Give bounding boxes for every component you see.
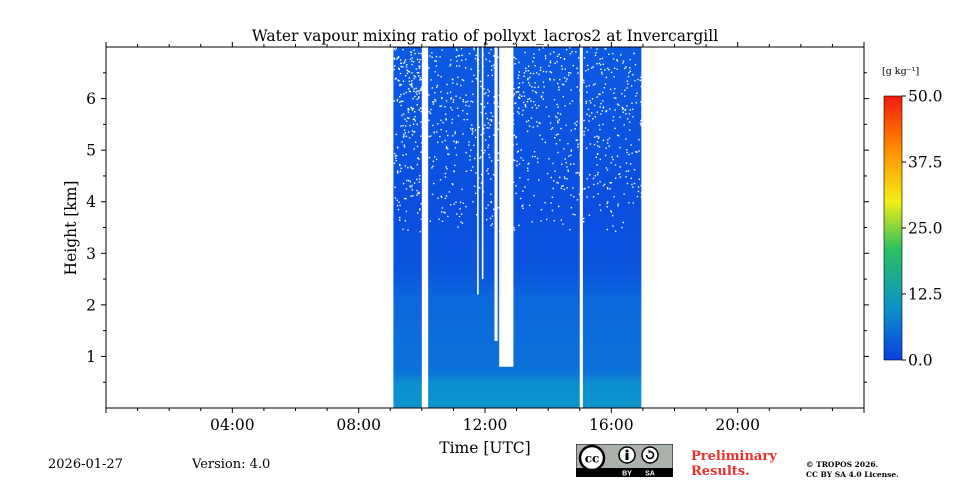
copyright-line-1: © TROPOS 2026. [806,460,879,469]
y-axis: 1 2 3 4 5 6 [86,72,869,383]
y-tick-label: 3 [86,245,96,263]
preliminary-results-note: Preliminary Results. [691,449,777,479]
y-axis-label: Height [km] [62,181,80,276]
colorbar-tick-label: 12.5 [908,286,943,304]
version-label: Version: 4.0 [192,457,271,472]
copyright-line-2: CC BY SA 4.0 License. [806,470,899,479]
date-label: 2026-01-27 [48,457,123,472]
cc-icon-text: cc [585,452,600,466]
share-alike-icon [641,446,659,464]
data-gap-3 [477,47,479,295]
x-tick-label: 08:00 [336,416,381,434]
x-tick-label: 12:00 [463,416,508,434]
y-tick-label: 5 [86,142,96,160]
y-tick-label: 6 [86,90,96,108]
colorbar-ticks: 0.0 12.5 25.0 37.5 50.0 [902,88,943,370]
data-segment-3 [582,47,642,408]
colorbar-tick-label: 0.0 [908,352,933,370]
y-tick-label: 2 [86,296,96,314]
x-tick-label: 20:00 [715,416,760,434]
chart-title: Water vapour mixing ratio of pollyxt_lac… [252,27,718,45]
x-tick-label: 16:00 [589,416,634,434]
x-tick-label: 04:00 [210,416,255,434]
cc-by-sa-badge: cc BY SA [576,444,673,477]
data-gap-2 [494,47,498,341]
colorbar-tick-label: 37.5 [908,154,943,172]
preliminary-line-2: Results. [691,464,750,479]
data-gap-4 [481,47,484,280]
x-axis-label: Time [UTC] [439,439,530,457]
sa-label: SA [645,471,655,478]
colorbar-tick-label: 25.0 [908,220,943,238]
preliminary-line-1: Preliminary [691,449,777,464]
colorbar [883,95,903,361]
noise-specks [393,47,643,233]
cc-icon [578,444,606,472]
y-tick-label: 4 [86,193,96,211]
by-label: BY [622,471,632,478]
x-axis: 04:00 08:00 12:00 16:00 20:00 [105,42,865,434]
data-segment-1 [393,47,422,408]
colorbar-unit-label: [g kg⁻¹] [882,66,919,77]
y-tick-label: 1 [86,348,96,366]
mixing-ratio-field [393,47,643,408]
copyright-note: © TROPOS 2026. CC BY SA 4.0 License. [806,460,899,480]
colorbar-tick-label: 50.0 [908,88,943,106]
data-gap-1 [499,47,514,367]
